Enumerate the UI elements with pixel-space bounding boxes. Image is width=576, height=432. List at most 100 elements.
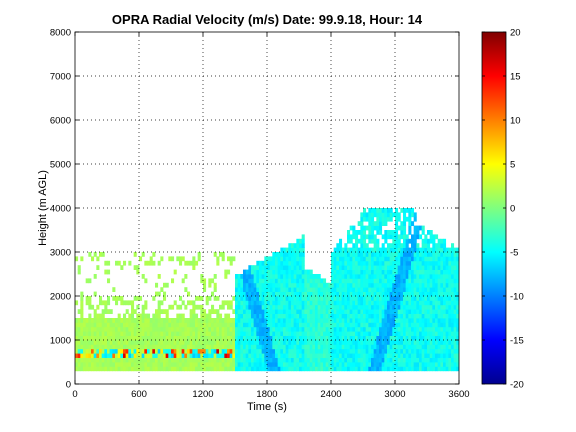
heatmap-cell	[344, 313, 348, 319]
heatmap-cell	[120, 362, 124, 367]
heatmap-cell	[403, 357, 407, 363]
heatmap-cell	[376, 278, 380, 284]
heatmap-cell	[341, 265, 345, 270]
heatmap-cell	[288, 243, 292, 248]
heatmap-cell	[320, 278, 324, 284]
heatmap-cell	[296, 252, 300, 257]
heatmap-cell	[157, 357, 161, 363]
heatmap-cell	[136, 296, 140, 301]
heatmap-cell	[280, 318, 284, 323]
heatmap-cell	[96, 340, 100, 345]
heatmap-cell	[347, 313, 351, 319]
heatmap-cell	[443, 362, 447, 367]
heatmap-cell	[392, 331, 396, 336]
heatmap-cell	[120, 318, 124, 323]
heatmap-cell	[179, 260, 183, 266]
heatmap-cell	[237, 357, 241, 363]
heatmap-cell	[395, 230, 399, 235]
heatmap-cell	[131, 366, 135, 372]
heatmap-cell	[445, 344, 449, 350]
heatmap-cell	[160, 366, 164, 372]
heatmap-cell	[125, 344, 129, 350]
heatmap-cell	[341, 260, 345, 266]
heatmap-cell	[339, 331, 343, 336]
heatmap-cell	[299, 252, 303, 257]
heatmap-cell	[176, 318, 180, 323]
heatmap-cell	[408, 318, 412, 323]
heatmap-cell	[371, 348, 375, 354]
heatmap-cell	[285, 291, 289, 297]
heatmap-cell	[413, 230, 417, 235]
heatmap-cell	[379, 366, 383, 372]
heatmap-cell	[173, 322, 177, 328]
heatmap-cell	[352, 291, 356, 297]
heatmap-cell	[384, 313, 388, 319]
heatmap-cell	[389, 216, 393, 222]
heatmap-cell	[387, 230, 391, 235]
heatmap-cell	[360, 291, 364, 297]
heatmap-cell	[384, 331, 388, 336]
heatmap-cell	[181, 326, 185, 332]
heatmap-cell	[269, 274, 273, 279]
heatmap-cell	[371, 300, 375, 306]
heatmap-cell	[419, 256, 423, 262]
heatmap-cell	[360, 300, 364, 306]
heatmap-cell	[411, 335, 415, 341]
heatmap-cell	[349, 357, 353, 363]
heatmap-cell	[312, 287, 316, 292]
heatmap-cell	[363, 256, 367, 262]
heatmap-cell	[341, 304, 345, 310]
heatmap-cell	[357, 348, 361, 354]
heatmap-cell	[360, 252, 364, 257]
heatmap-cell	[85, 300, 89, 306]
heatmap-cell	[376, 260, 380, 266]
heatmap-cell	[456, 335, 459, 341]
colorbar-tick-label: 15	[510, 72, 521, 83]
heatmap-cell	[267, 357, 271, 363]
heatmap-cell	[419, 353, 423, 358]
heatmap-cell	[80, 326, 84, 332]
heatmap-cell	[275, 300, 279, 306]
heatmap-cell	[93, 252, 97, 257]
heatmap-cell	[397, 326, 401, 332]
heatmap-cell	[389, 326, 393, 332]
heatmap-cell	[413, 212, 417, 218]
heatmap-cell	[429, 234, 433, 240]
heatmap-cell	[165, 322, 169, 328]
heatmap-cell	[371, 318, 375, 323]
heatmap-cell	[235, 353, 239, 358]
heatmap-cell	[275, 335, 279, 341]
heatmap-cell	[149, 335, 153, 341]
heatmap-cell	[91, 357, 95, 363]
heatmap-cell	[299, 274, 303, 279]
heatmap-cell	[256, 366, 260, 372]
heatmap-cell	[213, 366, 217, 372]
heatmap-cell	[299, 300, 303, 306]
heatmap-cell	[120, 344, 124, 350]
heatmap-cell	[269, 313, 273, 319]
heatmap-cell	[237, 353, 241, 358]
heatmap-cell	[208, 331, 212, 336]
heatmap-cell	[336, 318, 340, 323]
heatmap-cell	[373, 362, 377, 367]
heatmap-cell	[355, 362, 359, 367]
heatmap-cell	[171, 318, 175, 323]
heatmap-cell	[352, 340, 356, 345]
heatmap-cell	[293, 331, 297, 336]
heatmap-cell	[376, 221, 380, 226]
heatmap-cell	[360, 256, 364, 262]
heatmap-cell	[176, 357, 180, 363]
heatmap-cell	[259, 344, 263, 350]
heatmap-cell	[387, 331, 391, 336]
heatmap-cell	[99, 353, 103, 358]
heatmap-cell	[187, 300, 191, 306]
heatmap-cell	[413, 348, 417, 354]
heatmap-cell	[104, 335, 108, 341]
heatmap-cell	[424, 282, 428, 288]
heatmap-cell	[77, 340, 81, 345]
heatmap-cell	[192, 304, 196, 310]
heatmap-cell	[264, 335, 268, 341]
heatmap-cell	[448, 256, 452, 262]
heatmap-cell	[312, 313, 316, 319]
heatmap-cell	[112, 335, 116, 341]
